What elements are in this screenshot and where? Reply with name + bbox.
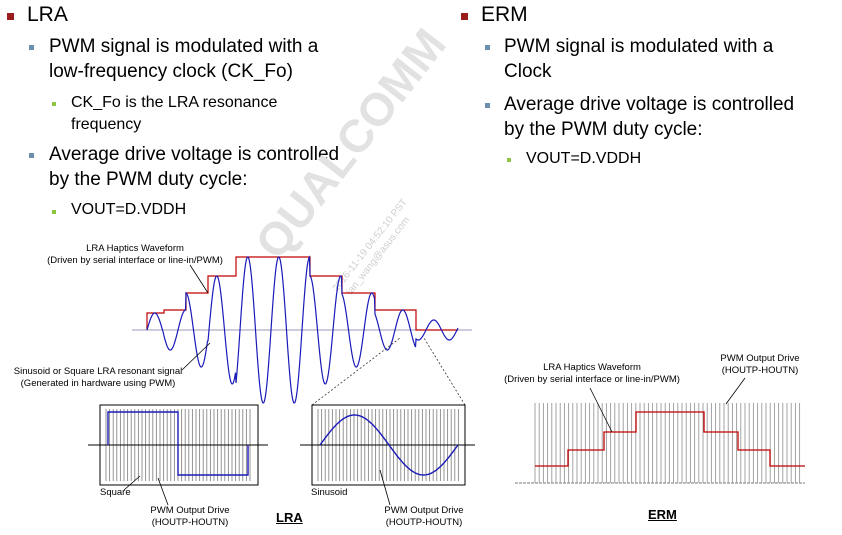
qualcomm-watermark-logo: QUALCOMM (245, 19, 456, 268)
watermark-stamp: 2016-11-19 04:52:10 PST ian_wang@asus.co… (331, 197, 413, 297)
square-pwm-output-label: PWM Output Drive (HOUTP-HOUTN) (140, 505, 240, 529)
lra-sub-bullet-2: VOUT=D.VDDH (71, 201, 187, 218)
square-pwm-output-label-line-2: (HOUTP-HOUTN) (151, 517, 229, 528)
sinusoid-pwm-output-label-line-2: (HOUTP-HOUTN) (385, 517, 463, 528)
bullet-marker (29, 153, 34, 158)
erm-pwm-leader-line (725, 377, 746, 405)
lra-bullet-2-line-1: Average drive voltage is controlled (49, 144, 340, 165)
erm-pwm-output-label: PWM Output Drive (HOUTP-HOUTN) (710, 353, 810, 377)
square-wave (107, 411, 249, 476)
bullet-marker (485, 103, 490, 108)
bullet-marker (461, 13, 468, 20)
lra-waveform-label-line-1: LRA Haptics Waveform (86, 243, 184, 254)
erm-waveform-label-line-1: LRA Haptics Waveform (543, 362, 641, 373)
sinusoid-label: Sinusoid (311, 487, 348, 498)
lra-caption: LRA (276, 510, 303, 525)
sinusoid-pwm-output-label: PWM Output Drive (HOUTP-HOUTN) (374, 505, 474, 529)
bullet-marker (29, 45, 34, 50)
lra-resonant-label-line-1: Sinusoid or Square LRA resonant signal (13, 366, 183, 377)
square-pwm-leader-line (157, 477, 169, 506)
sinusoid-pwm-leader-line (379, 469, 391, 506)
bullet-marker (507, 158, 511, 162)
lra-bullet-1-line-2: low-frequency clock (CK_Fo) (49, 61, 293, 82)
lra-bullet-1-line-1: PWM signal is modulated with a (49, 36, 319, 57)
square-pwm-output-label-line-1: PWM Output Drive (150, 505, 230, 516)
lra-resonant-label-line-2: (Generated in hardware using PWM) (20, 378, 176, 389)
lra-waveform-label: LRA Haptics Waveform (Driven by serial i… (30, 243, 240, 267)
sinusoid-wave (319, 414, 459, 476)
lra-heading: LRA (27, 3, 68, 26)
erm-sub-bullet-1: VOUT=D.VDDH (526, 150, 642, 167)
lra-sub-bullet-1-line-1: CK_Fo is the LRA resonance (71, 94, 278, 111)
bullet-marker (52, 210, 56, 214)
lra-resonant-sine (146, 255, 459, 404)
erm-bullet-2-line-2: by the PWM duty cycle: (504, 119, 703, 140)
bullet-marker (485, 45, 490, 50)
erm-waveform-label-line-2: (Driven by serial interface or line-in/P… (504, 374, 680, 385)
erm-bullet-1-line-1: PWM signal is modulated with a (504, 36, 774, 57)
square-label: Square (100, 487, 131, 498)
erm-bullet-2-line-1: Average drive voltage is controlled (504, 94, 795, 115)
erm-heading: ERM (481, 3, 528, 26)
square-leader-line (123, 475, 141, 491)
erm-pwm-bars (534, 403, 801, 483)
sinusoid-pwm-output-label-line-1: PWM Output Drive (384, 505, 464, 516)
erm-waveform-label: LRA Haptics Waveform (Driven by serial i… (482, 362, 702, 386)
resonant-leader-line (181, 342, 211, 371)
zoom-line-right (423, 337, 466, 406)
waveform-leader-line (189, 264, 209, 294)
erm-waveform-leader-line (589, 387, 613, 433)
bullet-marker (7, 13, 14, 20)
erm-pwm-output-label-line-1: PWM Output Drive (720, 353, 800, 364)
erm-envelope-waveform (535, 411, 805, 467)
svg-text:QUALCOMM: QUALCOMM (245, 19, 456, 268)
bullet-marker (52, 102, 56, 106)
zoom-line-left (311, 337, 401, 406)
lra-waveform-label-line-2: (Driven by serial interface or line-in/P… (47, 255, 223, 266)
erm-bullet-1-line-2: Clock (504, 61, 552, 82)
erm-pwm-output-label-line-2: (HOUTP-HOUTN) (721, 365, 799, 376)
erm-caption: ERM (648, 507, 677, 522)
lra-resonant-label: Sinusoid or Square LRA resonant signal (… (0, 366, 196, 390)
lra-sub-bullet-1-line-2: frequency (71, 116, 142, 133)
lra-bullet-2-line-2: by the PWM duty cycle: (49, 169, 248, 190)
